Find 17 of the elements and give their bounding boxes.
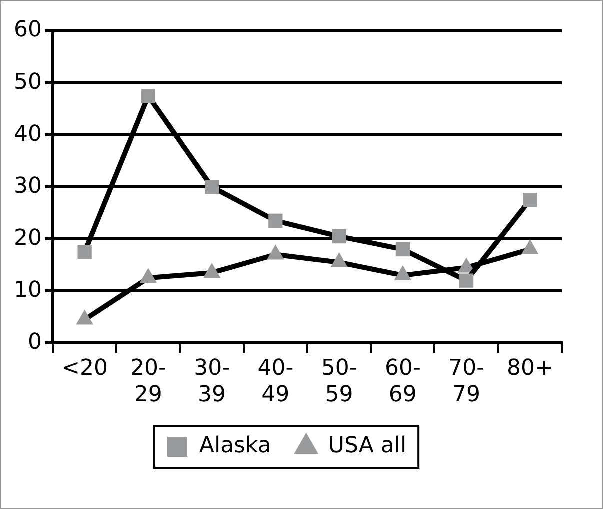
x-tick-label: 60-69: [384, 356, 421, 408]
x-tick-label: <20: [62, 356, 108, 382]
legend-label: Alaska: [199, 434, 272, 459]
x-tick-label: 80+: [506, 356, 554, 382]
x-tick-label: 20-29: [130, 356, 166, 408]
x-tick-label: 50-59: [321, 356, 358, 408]
y-tick-label: 50: [14, 70, 42, 95]
x-tick-label: 70-79: [448, 356, 485, 408]
x-tick-label: 40-49: [258, 356, 294, 408]
y-tick-label: 20: [14, 226, 42, 251]
legend-label: USA all: [328, 434, 407, 459]
y-tick-label: 30: [14, 174, 42, 199]
x-tick-label: 30-39: [194, 356, 230, 408]
y-tick-label: 0: [28, 330, 42, 355]
y-tick-label: 10: [14, 278, 42, 303]
y-tick-label: 40: [14, 122, 42, 147]
y-tick-label: 60: [14, 18, 42, 43]
